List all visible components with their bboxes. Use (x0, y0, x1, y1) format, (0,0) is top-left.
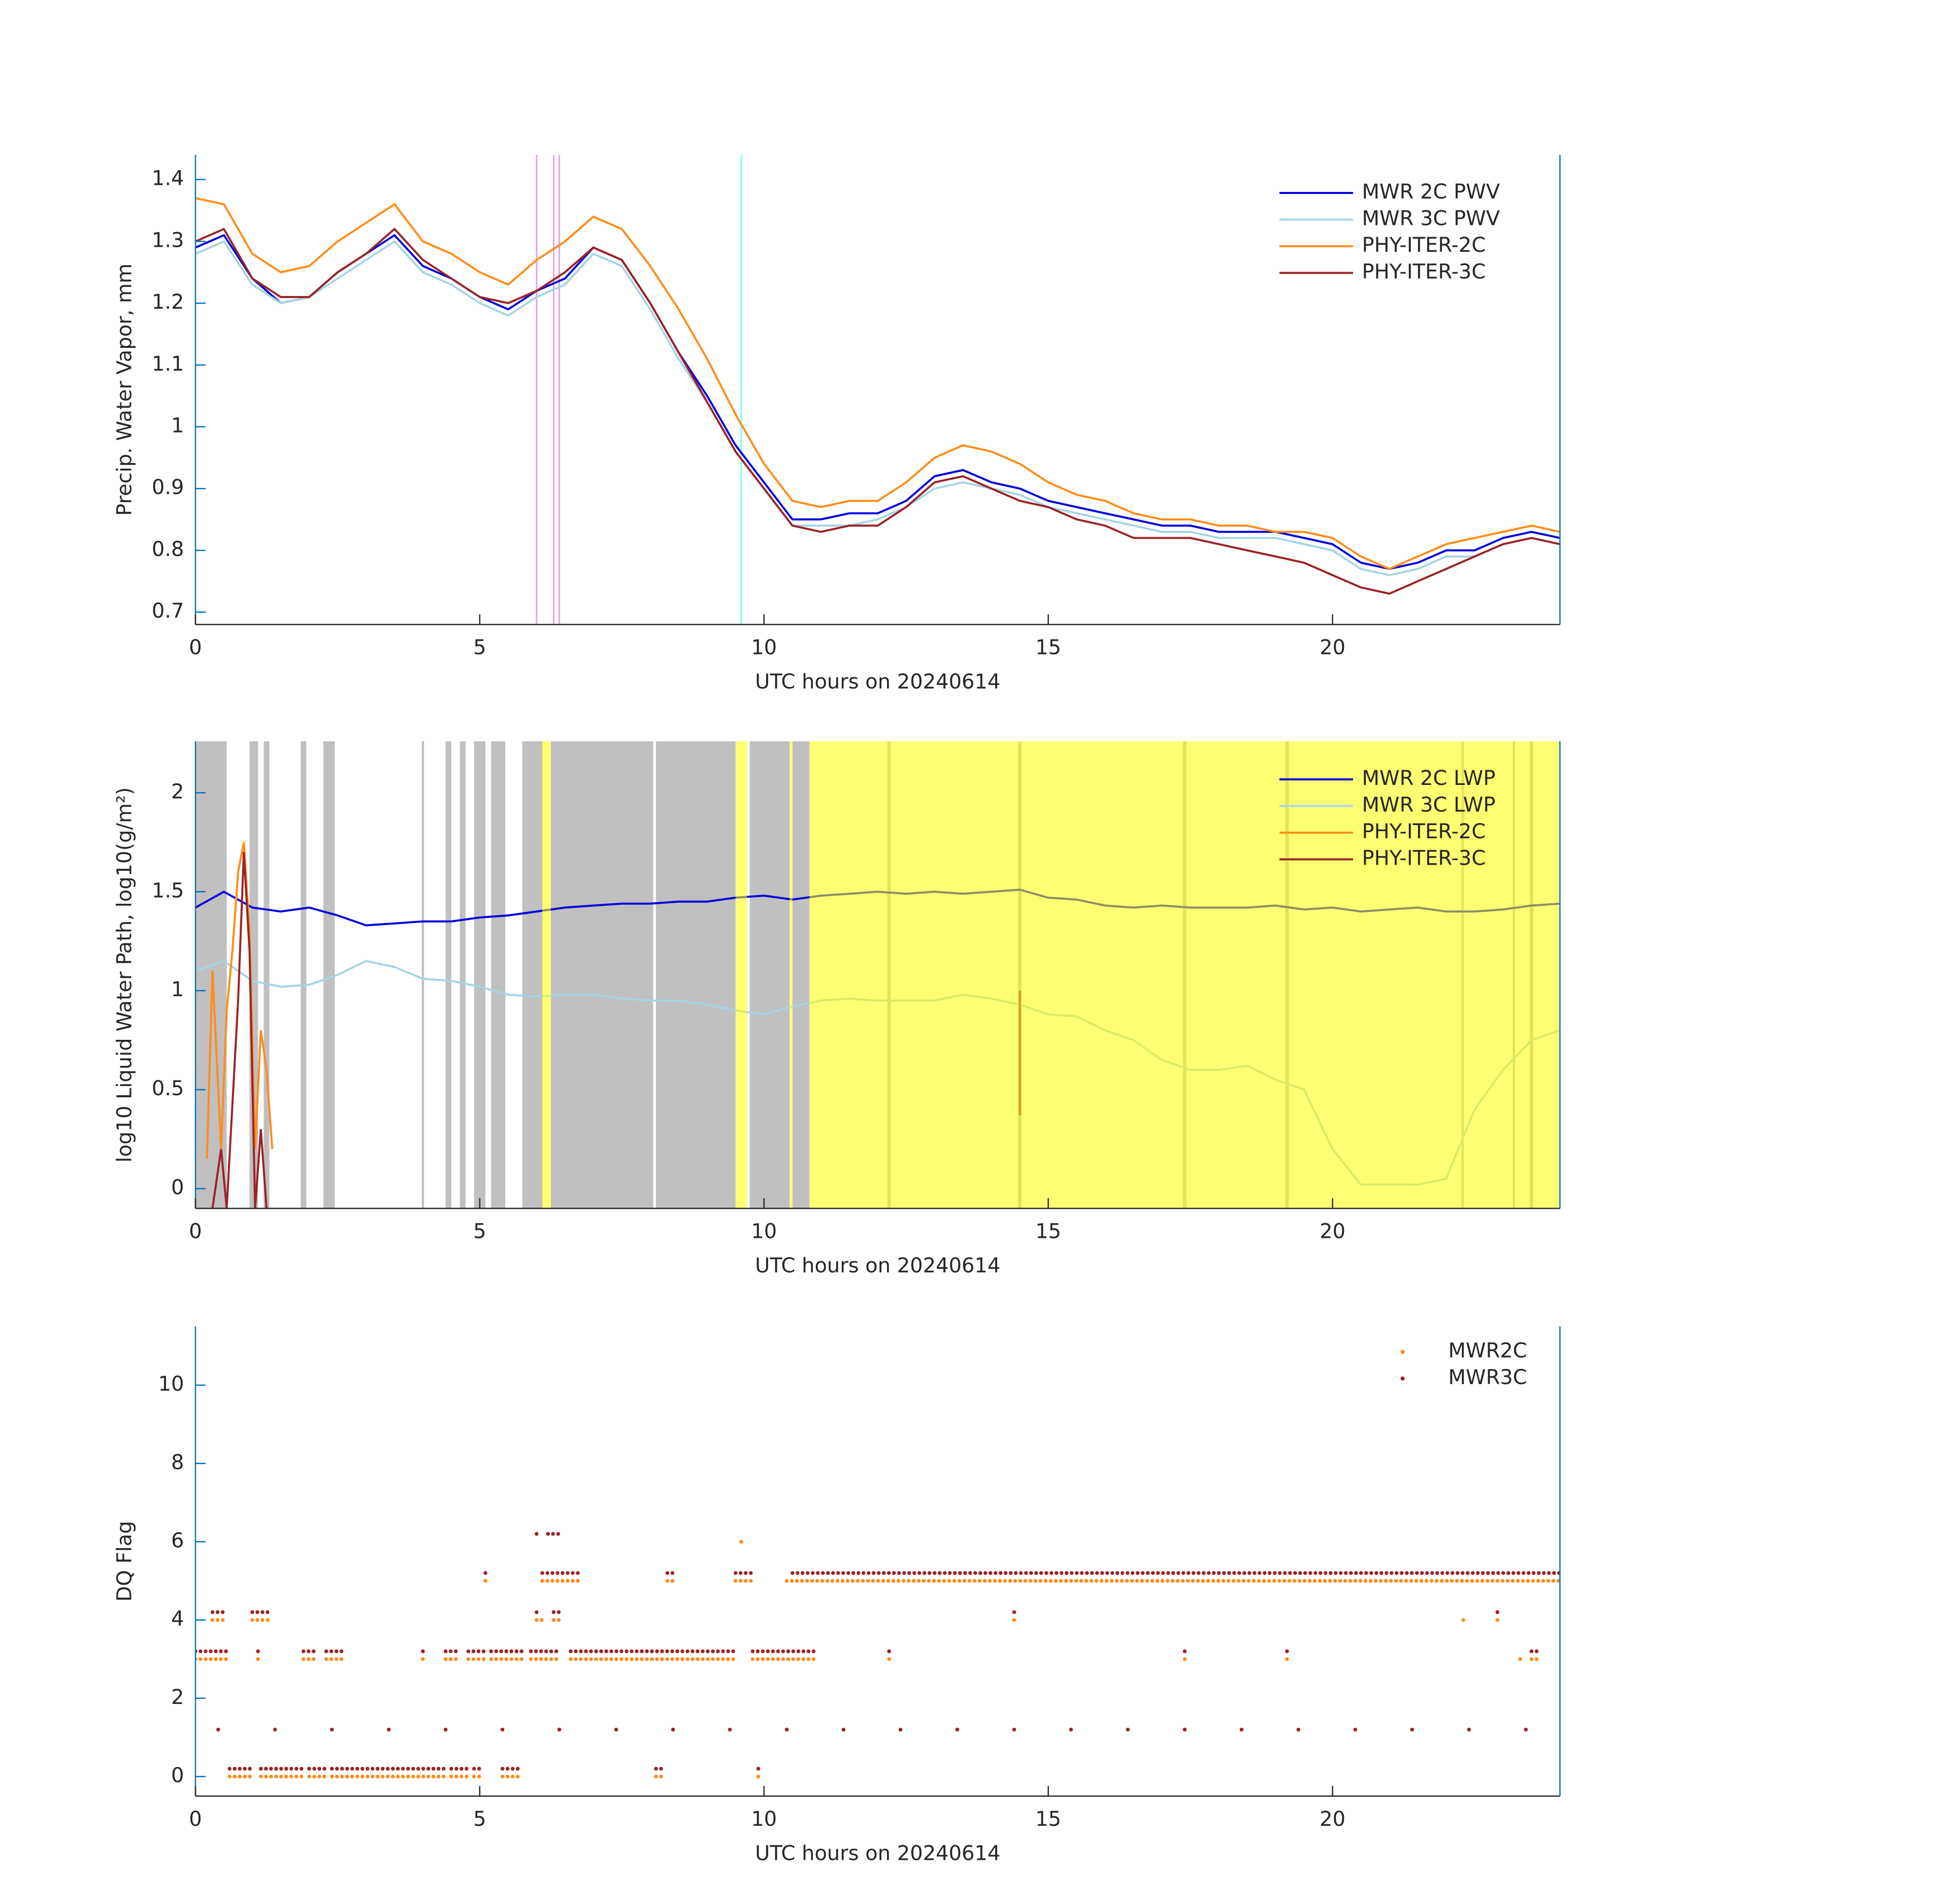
legend-label: PHY-ITER-3C (1362, 260, 1486, 284)
y-tick-label: 0.9 (152, 476, 184, 499)
legend-marker (1400, 1376, 1405, 1381)
legend-label: MWR2C (1449, 1339, 1527, 1363)
shaded-span (809, 741, 1560, 1208)
x-tick-label: 0 (189, 636, 202, 660)
shaded-span (789, 741, 793, 1208)
x-axis-label: UTC hours on 20240614 (755, 1254, 1000, 1277)
shaded-span (656, 741, 736, 1208)
shaded-span (491, 741, 506, 1208)
x-tick-label: 0 (189, 1220, 202, 1243)
y-tick-label: 0.5 (152, 1077, 184, 1100)
x-tick-label: 10 (751, 1808, 777, 1831)
y-tick-label: 10 (158, 1372, 184, 1396)
y-tick-label: 1 (171, 978, 184, 1001)
y-tick-label: 0.8 (152, 538, 184, 561)
y-axis-label: Precip. Water Vapor, mm (113, 264, 137, 516)
y-tick-label: 1.4 (152, 167, 184, 190)
y-tick-label: 1.2 (152, 290, 184, 314)
y-tick-label: 2 (171, 780, 184, 803)
x-tick-label: 15 (1035, 636, 1061, 660)
shaded-span (522, 741, 543, 1208)
x-tick-label: 5 (473, 1220, 486, 1243)
shaded-span (421, 741, 424, 1208)
x-axis-label: UTC hours on 20240614 (755, 1842, 1000, 1865)
x-tick-label: 10 (751, 636, 777, 660)
shaded-span (792, 741, 810, 1208)
shaded-span (459, 741, 466, 1208)
legend-label: MWR 3C LWP (1362, 794, 1496, 817)
x-tick-label: 5 (473, 636, 486, 660)
y-tick-label: 2 (171, 1686, 184, 1709)
x-tick-label: 20 (1320, 1220, 1345, 1243)
series-line (195, 240, 1560, 576)
shaded-span (474, 741, 486, 1208)
plot-area (195, 1532, 1560, 1779)
y-tick-label: 1 (171, 414, 184, 438)
legend-label: PHY-ITER-2C (1362, 234, 1486, 257)
series-line (206, 842, 274, 1159)
y-tick-label: 0 (171, 1764, 184, 1787)
shaded-span (264, 741, 270, 1208)
y-tick-label: 1.5 (152, 879, 184, 902)
shaded-span (445, 741, 451, 1208)
series-line (195, 197, 1560, 570)
shaded-span (550, 741, 653, 1208)
y-tick-label: 1.1 (152, 352, 184, 376)
y-tick-label: 1.3 (152, 228, 184, 252)
shaded-span (749, 741, 790, 1208)
x-tick-label: 5 (473, 1808, 486, 1831)
shaded-span (323, 741, 335, 1208)
y-tick-label: 0.7 (152, 600, 184, 623)
series-line (195, 227, 1560, 595)
legend-marker (1400, 1350, 1405, 1354)
legend-label: MWR 2C LWP (1362, 767, 1496, 790)
legend-label: MWR 3C PWV (1362, 207, 1500, 231)
x-tick-label: 10 (751, 1220, 777, 1243)
plot-area (195, 741, 1560, 1208)
shaded-span (542, 741, 551, 1208)
x-tick-label: 20 (1320, 636, 1345, 660)
y-tick-label: 4 (171, 1607, 184, 1631)
x-tick-label: 0 (189, 1808, 202, 1831)
y-axis-label: log10 Liquid Water Path, log10(g/m²) (113, 787, 137, 1162)
y-tick-label: 8 (171, 1451, 184, 1474)
legend-label: MWR3C (1449, 1366, 1527, 1389)
y-tick-label: 6 (171, 1529, 184, 1552)
legend-label: MWR 2C PWV (1362, 180, 1500, 204)
plot-area (195, 155, 1560, 625)
y-axis-label: DQ Flag (113, 1521, 137, 1601)
y-tick-label: 0 (171, 1176, 184, 1199)
series-line (195, 234, 1560, 570)
x-tick-label: 15 (1035, 1220, 1061, 1243)
shaded-span (301, 741, 307, 1208)
x-axis-label: UTC hours on 20240614 (755, 670, 1000, 694)
x-tick-label: 15 (1035, 1808, 1061, 1831)
legend-label: PHY-ITER-2C (1362, 820, 1486, 843)
x-tick-label: 20 (1320, 1808, 1345, 1831)
legend-label: PHY-ITER-3C (1362, 847, 1486, 870)
shaded-span (735, 741, 747, 1208)
